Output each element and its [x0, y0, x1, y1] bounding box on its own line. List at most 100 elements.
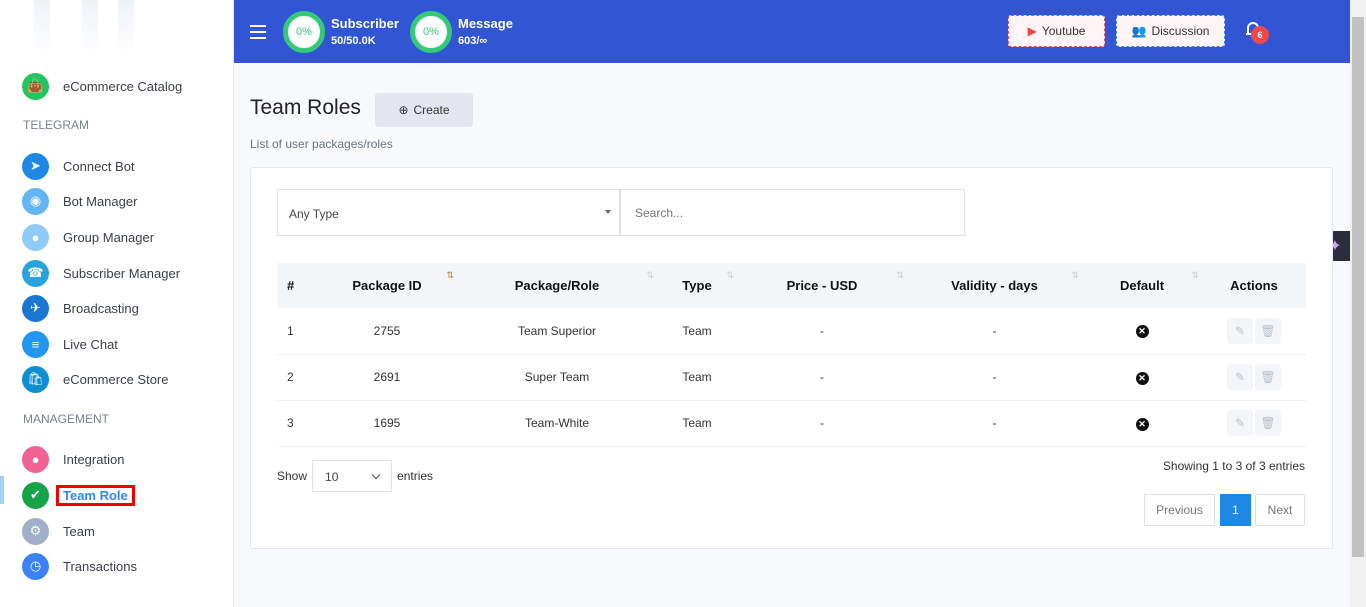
- cell-role: Super Team: [457, 354, 657, 401]
- previous-button[interactable]: Previous: [1144, 494, 1215, 526]
- cell-price: -: [737, 308, 907, 355]
- column-header-label: Type: [682, 278, 712, 293]
- cell-default: ✕: [1082, 400, 1202, 447]
- sidebar-item-label: Transactions: [63, 558, 137, 574]
- message-value: 603/∞: [458, 34, 488, 47]
- group-icon: ●: [22, 223, 49, 251]
- sidebar-item-broadcasting[interactable]: ✈ Broadcasting: [22, 294, 139, 322]
- cell-actions: ✎ 🗑︎: [1202, 400, 1306, 447]
- youtube-button[interactable]: ▶ Youtube: [1008, 15, 1105, 47]
- sort-icon[interactable]: ⇅: [1191, 270, 1199, 280]
- x-circle-icon: ✕: [1135, 325, 1149, 339]
- scrollbar[interactable]: [1350, 0, 1366, 607]
- cell-validity: -: [907, 308, 1082, 355]
- trash-icon[interactable]: 🗑︎: [1255, 364, 1281, 390]
- cell-n: 3: [277, 400, 317, 447]
- length-control: Show 10 entries: [277, 460, 433, 492]
- notification-badge: 6: [1251, 26, 1269, 44]
- column-header[interactable]: Package/Role ⇅: [457, 263, 657, 308]
- column-header[interactable]: Validity - days ⇅: [907, 263, 1082, 308]
- column-header: #: [277, 263, 317, 308]
- youtube-icon: ▶: [1027, 24, 1037, 38]
- subscriber-value: 50/50.0K: [331, 34, 376, 47]
- sidebar-item-transactions[interactable]: ◷ Transactions: [22, 552, 137, 580]
- cell-actions: ✎ 🗑︎: [1202, 308, 1306, 355]
- sort-icon[interactable]: ⇅: [1071, 270, 1079, 280]
- sidebar-item-label: Broadcasting: [63, 300, 139, 316]
- sidebar-item-label: Team: [63, 523, 95, 539]
- robot-icon: ◉: [22, 187, 49, 215]
- cell-type: Team: [657, 308, 737, 355]
- menu-toggle-icon[interactable]: [250, 25, 266, 43]
- sidebar-item-group-manager[interactable]: ● Group Manager: [22, 223, 154, 251]
- show-label: Show: [277, 469, 308, 483]
- telegram-icon: ➤: [22, 152, 49, 180]
- subscriber-stat: 0% Subscriber 50/50.0K: [283, 11, 399, 53]
- sort-icon[interactable]: ⇅: [646, 270, 654, 280]
- column-header-label: Package/Role: [514, 278, 600, 293]
- sort-icon[interactable]: ⇅: [896, 270, 904, 280]
- sidebar-item-label: Team Role: [56, 484, 135, 506]
- edit-icon[interactable]: ✎: [1227, 317, 1253, 344]
- sort-icon[interactable]: ⇅: [446, 270, 454, 280]
- roles-table: # Package ID ⇅ Package/Role ⇅ Type ⇅ Price - US…: [277, 263, 1306, 447]
- sort-icon[interactable]: ⇅: [726, 270, 734, 280]
- table-row: 3 1695 Team-White Team - - ✕ ✎ 🗑︎: [277, 400, 1306, 447]
- cell-id: 2755: [317, 308, 457, 355]
- sidebar-item-label: Group Manager: [63, 229, 155, 245]
- sidebar-item-ecommerce-store[interactable]: 🛍 eCommerce Store: [22, 365, 168, 393]
- create-button[interactable]: ⊕ Create: [375, 93, 473, 127]
- column-header-label: Validity - days: [951, 278, 1038, 293]
- sidebar-item-team[interactable]: ⚙ Team: [22, 517, 95, 545]
- shield-user-icon: ✔: [22, 481, 49, 509]
- store-bag-icon: 🛍: [22, 365, 49, 393]
- trash-icon[interactable]: 🗑︎: [1255, 410, 1281, 436]
- entries-label: entries: [397, 469, 434, 483]
- cell-n: 2: [277, 354, 317, 401]
- column-header[interactable]: Type ⇅: [657, 263, 737, 308]
- type-select[interactable]: Any Type: [277, 189, 620, 236]
- chat-bubble-icon: ≡: [22, 330, 49, 358]
- column-header[interactable]: Default ⇅: [1082, 263, 1202, 308]
- search-input[interactable]: [620, 189, 965, 236]
- cell-price: -: [737, 354, 907, 401]
- sidebar-item-subscriber-manager[interactable]: ☎ Subscriber Manager: [22, 259, 180, 287]
- edit-icon[interactable]: ✎: [1227, 364, 1253, 390]
- edit-icon[interactable]: ✎: [1227, 410, 1253, 436]
- sidebar-section-title: MANAGEMENT: [23, 412, 110, 426]
- page-length-select[interactable]: 10: [312, 460, 393, 492]
- top-bar: 0% Subscriber 50/50.0K 0% Message 603/∞ ▶ Y…: [234, 0, 1350, 63]
- paper-plane-icon: ✈: [22, 294, 49, 322]
- sidebar-item-bot-manager[interactable]: ◉ Bot Manager: [22, 187, 137, 215]
- next-button[interactable]: Next: [1255, 494, 1305, 526]
- sidebar-item-ecommerce-catalog[interactable]: 👜 eCommerce Catalog: [22, 72, 182, 100]
- sidebar-item-label: Live Chat: [63, 336, 118, 352]
- trash-icon[interactable]: 🗑︎: [1255, 317, 1281, 344]
- cell-default: ✕: [1082, 308, 1202, 355]
- cell-id: 2691: [317, 354, 457, 401]
- cell-role: Team-White: [457, 400, 657, 447]
- sidebar-item-team-role[interactable]: ✔ Team Role: [22, 481, 135, 509]
- message-stat: 0% Message 603/∞: [410, 11, 513, 53]
- sidebar-item-label: eCommerce Store: [63, 371, 169, 387]
- sidebar-item-live-chat[interactable]: ≡ Live Chat: [22, 330, 118, 358]
- gear-user-icon: ⚙: [22, 517, 49, 545]
- table-row: 2 2691 Super Team Team - - ✕ ✎ 🗑︎: [277, 354, 1306, 401]
- plus-circle-icon: ⊕: [398, 103, 409, 117]
- cell-role: Team Superior: [457, 308, 657, 355]
- sidebar-item-connect-bot[interactable]: ➤ Connect Bot: [22, 152, 135, 180]
- page-subtitle: List of user packages/roles: [250, 137, 393, 151]
- sidebar-item-integration[interactable]: ● Integration: [22, 445, 124, 473]
- column-header-label: Actions: [1230, 278, 1278, 293]
- message-progress: 0%: [410, 11, 452, 53]
- page-1-button[interactable]: 1: [1220, 494, 1251, 526]
- column-header[interactable]: Package ID ⇅: [317, 263, 457, 308]
- discussion-button[interactable]: 👥 Discussion: [1116, 15, 1225, 47]
- x-circle-icon: ✕: [1135, 417, 1149, 431]
- cell-type: Team: [657, 400, 737, 447]
- sidebar-item-label: Subscriber Manager: [63, 265, 181, 281]
- cell-validity: -: [907, 354, 1082, 401]
- cell-actions: ✎ 🗑︎: [1202, 354, 1306, 401]
- column-header-label: Package ID: [352, 278, 422, 293]
- column-header[interactable]: Price - USD ⇅: [737, 263, 907, 308]
